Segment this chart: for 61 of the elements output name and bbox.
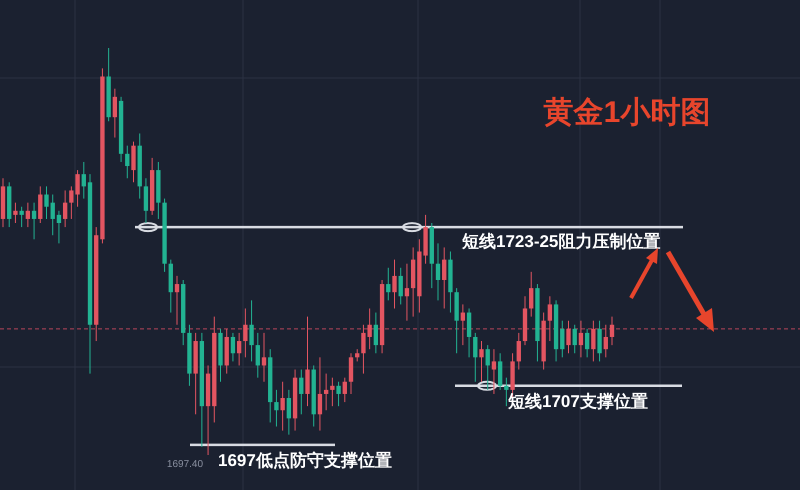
candlestick: [13, 202, 18, 224]
candlestick: [492, 348, 496, 394]
candlestick: [578, 320, 584, 358]
candlestick: [610, 316, 614, 346]
candlestick: [324, 373, 328, 411]
candlestick: [26, 202, 30, 228]
candlestick: [529, 271, 534, 318]
candlestick: [19, 206, 24, 228]
ref-line-label: 1697低点防守支撑位置: [218, 450, 392, 470]
candlestick: [442, 246, 446, 309]
candlestick: [473, 332, 478, 382]
candlestick: [62, 190, 68, 228]
candlestick: [336, 381, 341, 407]
candlestick: [32, 202, 36, 240]
candlestick: [56, 210, 62, 244]
candlestick: [125, 145, 130, 179]
candlestick: [280, 381, 285, 432]
candlestick: [75, 170, 80, 208]
ref-line-label: 短线1723-25阻力压制位置: [461, 232, 660, 252]
candlestick: [516, 332, 521, 370]
candlestick: [262, 332, 266, 382]
candlestick: [404, 263, 410, 322]
candlestick: [386, 267, 390, 301]
candlestick: [398, 267, 403, 305]
candlestick: [44, 186, 49, 220]
candlestick: [236, 332, 242, 366]
candlestick: [504, 377, 509, 407]
candlestick: [299, 369, 304, 415]
candlestick: [374, 312, 378, 354]
candlestick: [367, 308, 372, 350]
candlestick: [256, 332, 260, 378]
candlestick: [460, 304, 466, 346]
candlestick: [591, 320, 596, 362]
candlestick: [243, 308, 248, 358]
candlestick: [174, 275, 180, 326]
candlestick: [548, 296, 552, 342]
candlestick: [436, 242, 440, 301]
candlestick: [355, 348, 360, 362]
ref-line-label: 短线1707支撑位置: [507, 392, 648, 411]
candlestick: [479, 340, 484, 382]
text: 黄金1小时图: [544, 96, 710, 129]
candlestick: [566, 320, 571, 354]
text: 1697.40: [166, 459, 204, 470]
candlestick: [584, 328, 590, 358]
candlestick: [274, 389, 279, 428]
candlestick: [361, 324, 366, 374]
candlestick: [82, 161, 86, 200]
candlestick: [604, 324, 608, 358]
candlestick: [249, 300, 254, 362]
candlestick: [69, 186, 74, 220]
candlestick: [230, 332, 236, 362]
candlestick: [318, 356, 322, 432]
candlestick: [330, 377, 335, 407]
candlestick: [572, 324, 577, 354]
candlestick: [286, 389, 292, 436]
candlestick: [392, 259, 397, 309]
candlestick: [486, 344, 490, 390]
candlestick: [50, 194, 55, 236]
candlestick: [112, 88, 118, 138]
candlestick: [342, 377, 347, 403]
candlestick: [560, 320, 564, 358]
